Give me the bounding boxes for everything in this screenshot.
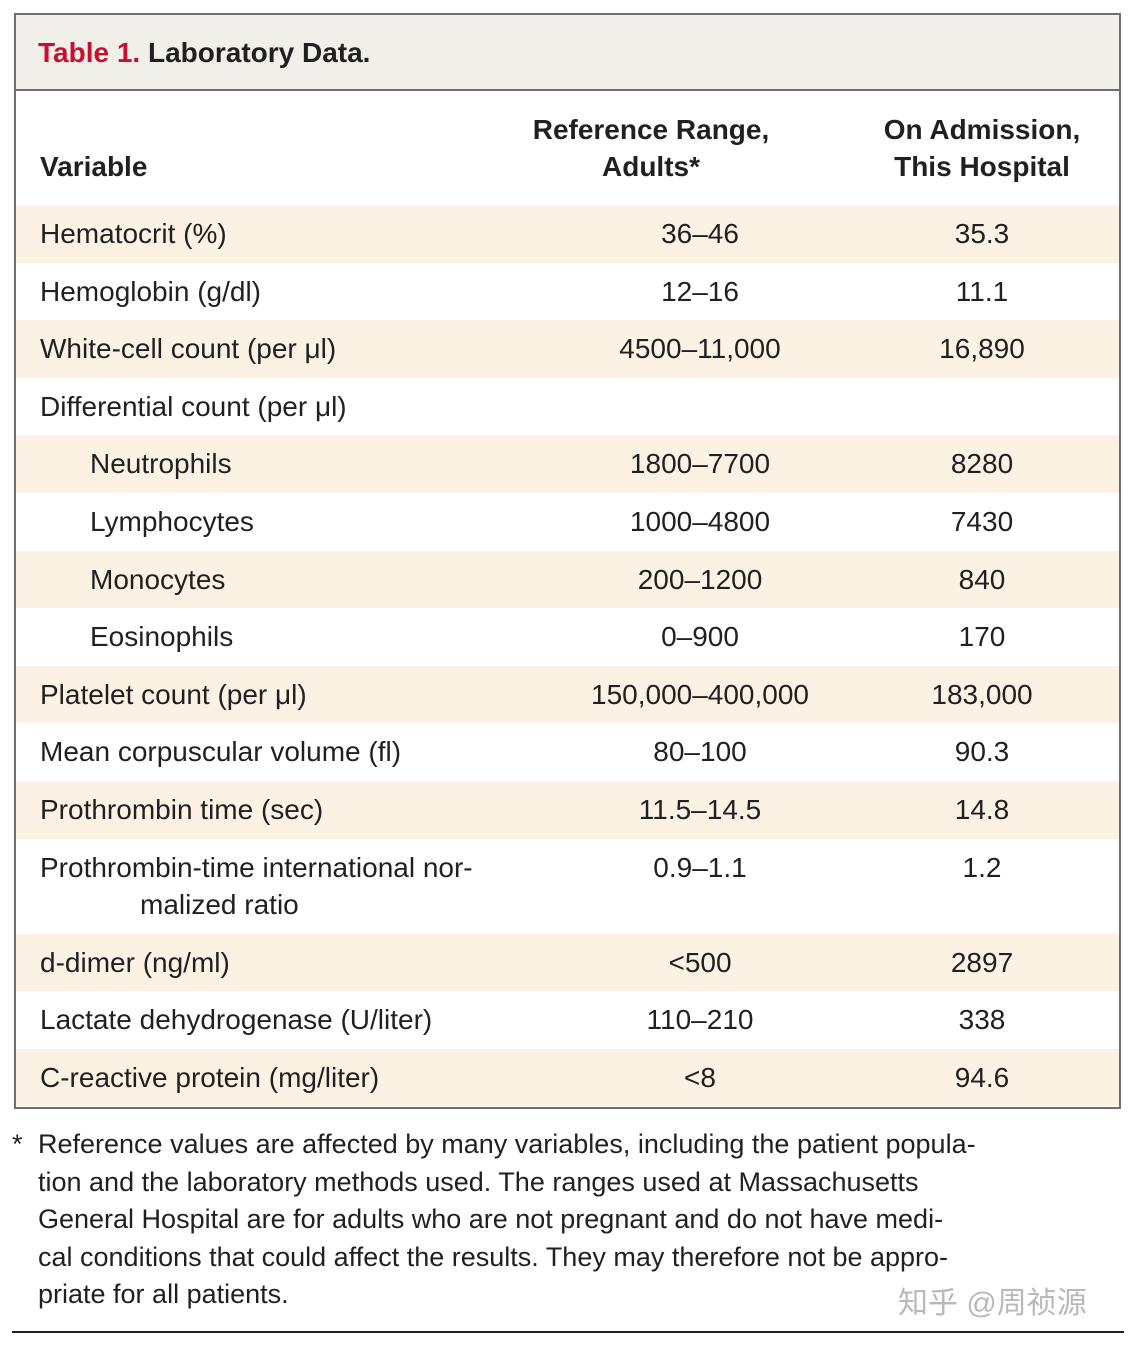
table-row: Prothrombin time (sec) 11.5–14.5 14.8	[16, 780, 1119, 839]
row-variable-line1: Prothrombin-time international nor-	[40, 851, 473, 883]
table-title-text: Laboratory Data.	[147, 37, 371, 68]
row-reference: 12–16	[661, 275, 739, 307]
row-variable: Differential count (per μl)	[40, 390, 347, 422]
row-variable: White-cell count (per μl)	[40, 333, 337, 365]
watermark: 知乎 @周祯源	[898, 1287, 1087, 1320]
header-variable: Variable	[40, 151, 148, 182]
row-admission: 8280	[950, 448, 1014, 480]
row-reference: 110–210	[646, 1004, 754, 1036]
table-body: Hematocrit (%) 36–46 35.3 Hemoglobin (g/…	[16, 205, 1119, 1107]
row-variable: Prothrombin time (sec)	[40, 793, 324, 825]
footnote-line: cal conditions that could affect the res…	[38, 1241, 949, 1272]
row-admission: 90.3	[954, 736, 1010, 768]
row-admission: 170	[958, 621, 1006, 653]
row-variable: Neutrophils	[90, 448, 232, 480]
table-title-bar: Table 1. Laboratory Data.	[16, 15, 1119, 91]
row-admission: 183,000	[931, 678, 1033, 710]
row-admission: 840	[958, 563, 1006, 595]
row-reference: 0.9–1.1	[653, 851, 747, 883]
row-variable: Hematocrit (%)	[40, 218, 227, 249]
row-variable: Prothrombin-time international nor- mali…	[40, 849, 473, 923]
row-variable: Mean corpuscular volume (fl)	[40, 736, 402, 768]
row-admission: 16,890	[939, 333, 1025, 365]
row-variable: Lymphocytes	[90, 505, 254, 537]
footnote-line: General Hospital are for adults who are …	[38, 1204, 944, 1234]
footnote-line: tion and the laboratory methods used. Th…	[38, 1166, 919, 1197]
table-row: C-reactive protein (mg/liter) <8 94.6	[16, 1048, 1119, 1107]
table-row: Lactate dehydrogenase (U/liter) 110–210 …	[16, 991, 1119, 1049]
row-variable: Eosinophils	[90, 621, 234, 653]
table-row: Lymphocytes 1000–4800 7430	[16, 493, 1119, 551]
row-admission: 94.6	[954, 1061, 1010, 1093]
footnote-line: priate for all patients.	[38, 1279, 289, 1309]
footnote-mark: *	[12, 1129, 23, 1159]
table-title: Table 1. Laboratory Data.	[38, 37, 370, 69]
header-reference-range: Reference Range, Adults*	[411, 111, 891, 185]
table-row: Hemoglobin (g/dl) 12–16 11.1	[16, 263, 1119, 321]
table-header: Variable Reference Range, Adults* On Adm…	[16, 91, 1119, 205]
row-reference: <8	[684, 1061, 716, 1093]
row-variable-line2: malized ratio	[140, 888, 299, 920]
table-row: Eosinophils 0–900 170	[16, 608, 1119, 666]
row-admission: 2897	[950, 946, 1014, 978]
row-admission: 338	[958, 1004, 1006, 1036]
row-admission: 35.3	[954, 218, 1010, 249]
table-row: Neutrophils 1800–7700 8280	[16, 435, 1119, 493]
table-row: Mean corpuscular volume (fl) 80–100 90.3	[16, 723, 1119, 781]
row-reference: 11.5–14.5	[638, 793, 762, 825]
header-on-admission: On Admission, This Hospital	[884, 111, 1081, 185]
table-row: d-dimer (ng/ml) <500 2897	[16, 933, 1119, 992]
table-row: White-cell count (per μl) 4500–11,000 16…	[16, 320, 1119, 378]
table-row: Differential count (per μl)	[16, 378, 1119, 436]
row-variable: Hemoglobin (g/dl)	[40, 275, 261, 307]
table-row: Monocytes 200–1200 840	[16, 550, 1119, 609]
row-variable: Lactate dehydrogenase (U/liter)	[40, 1004, 433, 1036]
table-row: Prothrombin-time international nor- mali…	[16, 839, 1119, 934]
header-admission-line1: On Admission,	[883, 114, 1081, 145]
row-admission: 14.8	[954, 793, 1010, 825]
row-reference: 150,000–400,000	[591, 678, 809, 710]
row-reference: 80–100	[653, 736, 747, 768]
row-reference: 4500–11,000	[619, 333, 781, 365]
lab-data-table: Table 1. Laboratory Data. Variable Refer…	[14, 13, 1121, 1109]
header-reference-line1: Reference Range,	[532, 114, 770, 145]
header-reference-line2: Adults*	[602, 151, 700, 182]
row-admission: 11.1	[955, 275, 1009, 307]
row-reference: 1800–7700	[629, 448, 771, 480]
table-row: Hematocrit (%) 36–46 35.3	[16, 205, 1119, 263]
row-reference: <500	[668, 946, 732, 978]
footnote-line: Reference values are affected by many va…	[38, 1129, 976, 1159]
row-reference: 1000–4800	[629, 505, 771, 537]
header-admission-line2: This Hospital	[894, 151, 1070, 182]
row-reference: 200–1200	[637, 563, 763, 595]
bottom-rule	[12, 1331, 1124, 1333]
row-reference: 0–900	[661, 621, 739, 653]
table-number: Table 1.	[38, 37, 141, 68]
row-variable: Platelet count (per μl)	[40, 678, 307, 710]
row-variable: Monocytes	[90, 563, 226, 595]
row-variable: d-dimer (ng/ml)	[40, 946, 230, 978]
footnote-text: Reference values are affected by many va…	[38, 1126, 1116, 1314]
row-admission: 7430	[950, 505, 1014, 537]
row-admission: 1.2	[962, 851, 1002, 883]
table-row: Platelet count (per μl) 150,000–400,000 …	[16, 665, 1119, 724]
row-variable: C-reactive protein (mg/liter)	[40, 1061, 380, 1093]
row-reference: 36–46	[661, 218, 739, 249]
